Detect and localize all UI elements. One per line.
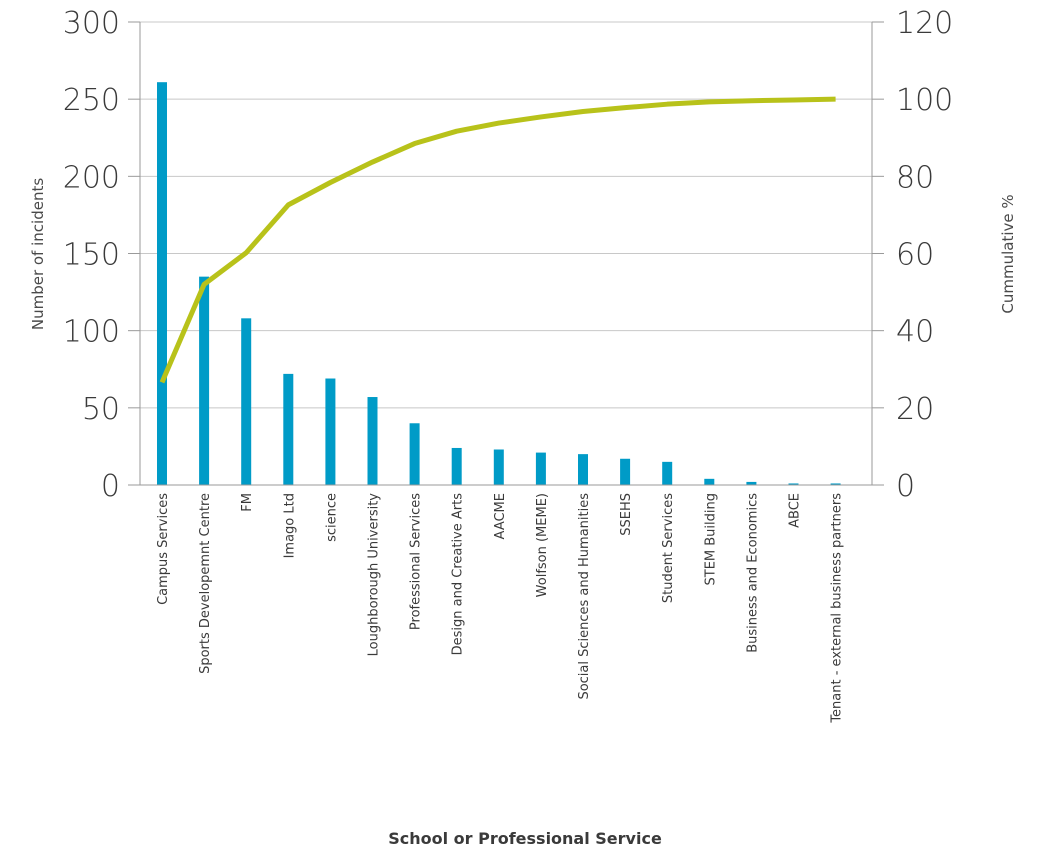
y2-tick-label: 100 [896, 83, 953, 118]
x-tick-label: AACME [493, 493, 508, 539]
y-tick-label: 100 [63, 315, 120, 350]
y2-tick-label: 120 [896, 6, 953, 41]
x-tick-label: Student Services [661, 493, 676, 603]
bar [409, 423, 420, 485]
y-tick-label: 50 [82, 392, 120, 427]
y-tick-label: 0 [101, 469, 120, 504]
x-tick-label: ABCE [788, 493, 803, 528]
x-tick-label: Sports Developemnt Centre [198, 493, 213, 674]
labels: 0 50 100 150 200 250 300 0 20 40 60 80 100 120 Campus … [63, 6, 954, 724]
x-tick-label: Tenant - external business partners [830, 493, 845, 724]
cumulative-line-series [159, 96, 836, 384]
x-tick-label: science [324, 493, 339, 542]
bar [662, 461, 673, 485]
x-tick-label: Design and Creative Arts [451, 493, 466, 656]
y2-tick-label: 20 [896, 392, 934, 427]
x-tick-label: FM [240, 493, 255, 512]
x-tick-label: SSEHS [619, 493, 634, 536]
gridlines [140, 21, 872, 409]
y2-tick-label: 0 [896, 469, 915, 504]
x-tick-label: Wolfson (MEME) [535, 493, 550, 597]
bar [157, 82, 167, 485]
bar [367, 397, 378, 485]
y-axis-title: Number of incidents [29, 178, 47, 330]
x-tick-label: Professional Services [409, 493, 424, 630]
bar [620, 458, 631, 485]
y2-tick-label: 80 [896, 160, 934, 195]
bar [830, 483, 841, 485]
bar [241, 318, 252, 485]
bar [283, 373, 294, 485]
y-tick-label: 250 [63, 83, 120, 118]
bar [578, 454, 588, 485]
x-tick-label: Loughborough University [367, 493, 382, 657]
axes [128, 21, 884, 486]
y-tick-label: 150 [63, 238, 120, 273]
bar [535, 452, 546, 485]
bar [493, 449, 504, 485]
y2-tick-label: 40 [896, 315, 934, 350]
x-tick-label: STEM Building [703, 493, 718, 586]
bar [704, 478, 715, 485]
x-tick-label: Social Sciences and Humanities [577, 493, 592, 700]
bar [788, 483, 799, 485]
y2-axis-title: Cummulative % [999, 194, 1017, 313]
cumulative-line [159, 96, 836, 384]
x-tick-label: Imago Ltd [282, 493, 297, 558]
bar [451, 447, 462, 485]
bar [325, 378, 336, 485]
y-tick-label: 200 [63, 160, 120, 195]
y-tick-label: 300 [63, 6, 120, 41]
bar [199, 276, 210, 485]
bar [746, 481, 757, 485]
x-tick-label: Business and Economics [745, 493, 760, 653]
bar-series [157, 82, 841, 485]
x-tick-label: Campus Services [156, 493, 171, 605]
x-axis-title: School or Professional Service [388, 829, 662, 848]
y2-tick-label: 60 [896, 238, 934, 273]
